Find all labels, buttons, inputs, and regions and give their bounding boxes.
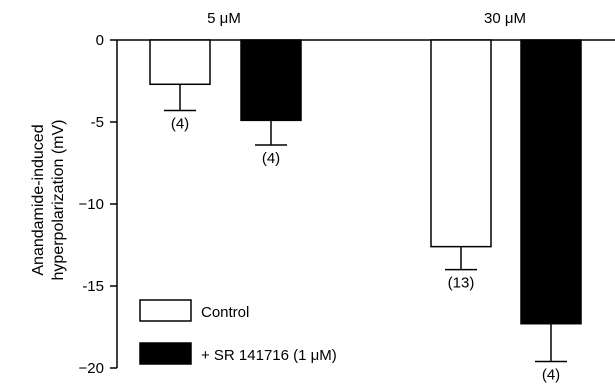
n-label-sr141716-30um: (4): [542, 366, 560, 383]
y-axis-title-line-1: Anandamide-induced: [30, 124, 47, 275]
group-label-30um: 30 μM: [484, 10, 526, 27]
bar-control-30um: [430, 39, 492, 248]
bar-sr141716-30um: [520, 39, 582, 325]
y-axis: 0 -5 −10 -15 −20: [79, 32, 118, 377]
bar-control-5um: [149, 39, 211, 86]
bar-sr141716-5um: [240, 39, 302, 122]
y-tick-label-2: −10: [79, 196, 104, 213]
y-tick-label-1: -5: [91, 114, 104, 131]
legend-swatch-sr141716: [139, 342, 192, 365]
n-label-control-30um: (13): [448, 275, 475, 292]
y-tick-label-4: −20: [79, 360, 104, 377]
n-label-sr141716-5um: (4): [262, 150, 280, 167]
group-labels: 5 μM 30 μM: [207, 10, 526, 27]
n-label-control-5um: (4): [171, 116, 189, 133]
legend-label-sr141716: + SR 141716 (1 μM): [201, 347, 337, 364]
y-axis-title: Anandamide-induced hyperpolarization (mV…: [30, 120, 67, 281]
legend-swatch-control: [139, 299, 192, 322]
y-tick-label-3: -15: [82, 278, 104, 295]
y-tick-label-0: 0: [96, 32, 104, 49]
legend: Control + SR 141716 (1 μM): [139, 299, 337, 365]
bars: (4) (13) (4) (4): [149, 39, 582, 383]
group-label-5um: 5 μM: [207, 10, 241, 27]
y-axis-title-line-2: hyperpolarization (mV): [50, 120, 67, 281]
legend-label-control: Control: [201, 304, 249, 321]
